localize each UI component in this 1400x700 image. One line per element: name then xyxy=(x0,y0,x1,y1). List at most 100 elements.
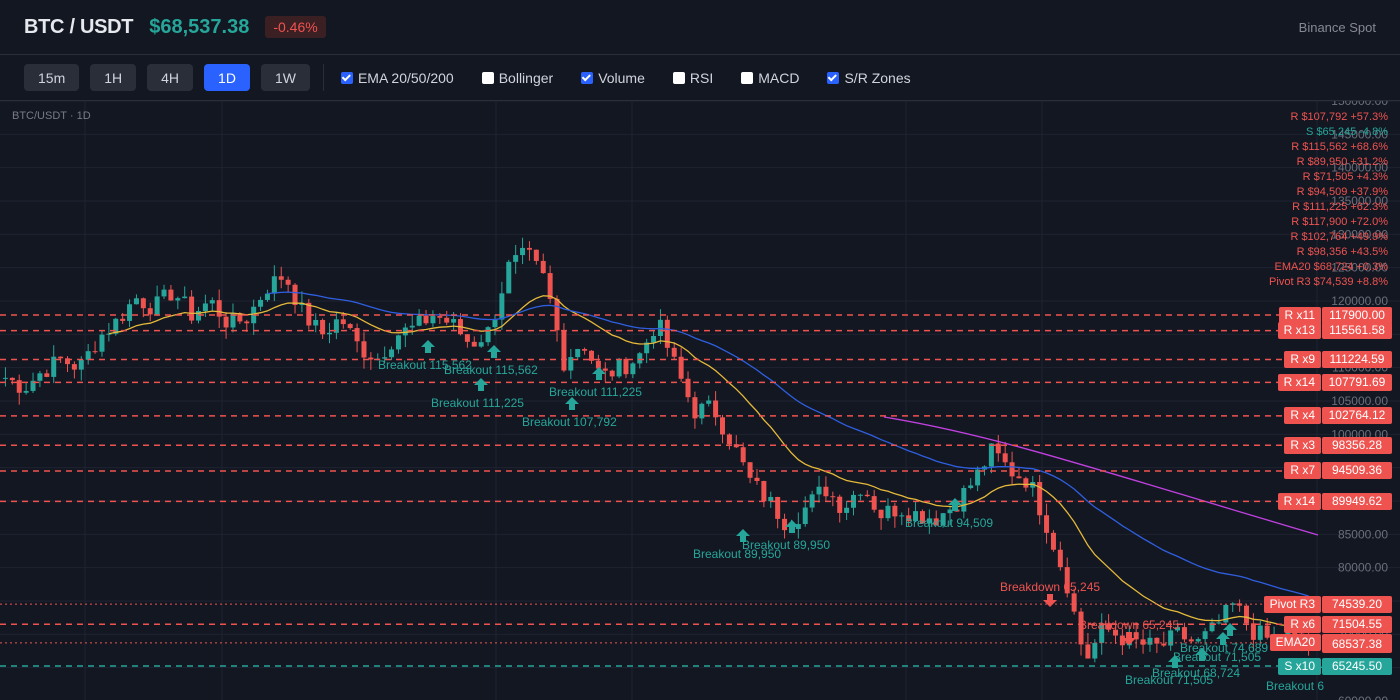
price-level-value: 98356.28 xyxy=(1322,436,1392,454)
level-label-badge: Pivot R3 xyxy=(1263,595,1321,613)
level-label-badge: S x10 xyxy=(1278,657,1321,675)
timeframe-1d-button[interactable]: 1D xyxy=(204,64,250,91)
sr-zones-toggle-label: S/R Zones xyxy=(844,69,911,86)
svg-text:105000.00: 105000.00 xyxy=(1331,394,1388,408)
level-label-badge: R x11 xyxy=(1278,306,1321,324)
sr-zones-checkbox[interactable] xyxy=(827,71,840,84)
price-level-value: 111224.59 xyxy=(1322,351,1392,368)
level-summary-item: R $117,900 +72.0% xyxy=(1291,216,1388,228)
price-change-badge: -0.46% xyxy=(265,16,326,38)
arrow-up-icon xyxy=(421,340,435,353)
level-label-badge: R x9 xyxy=(1284,351,1321,368)
breakdown-annotation: Breakdown 65,245 xyxy=(1079,618,1180,632)
breakout-annotation: Breakout 107,792 xyxy=(522,415,617,429)
chart-canvas[interactable]: 150000.00 145000.00 140000.00 135000.00 1300… xyxy=(0,101,1400,700)
level-label-badge: R x6 xyxy=(1284,615,1321,633)
arrow-up-icon xyxy=(1223,623,1237,636)
volume-toggle[interactable]: Volume xyxy=(581,70,645,86)
price-level-value: 102764.12 xyxy=(1322,407,1392,425)
level-summary-item: R $89,950 +31.2% xyxy=(1296,156,1388,168)
ema-checkbox[interactable] xyxy=(340,71,353,84)
arrow-up-icon xyxy=(1168,655,1182,668)
breakout-annotation: Breakout 74,689 xyxy=(1180,641,1269,655)
breakout-annotation: Breakout 71,505 xyxy=(1173,650,1262,664)
sr-zones-toggle[interactable]: S/R Zones xyxy=(827,69,911,86)
level-label-badge: R x7 xyxy=(1284,462,1321,480)
arrow-up-icon xyxy=(1195,648,1209,661)
bollinger-toggle-label: Bollinger xyxy=(498,69,554,86)
level-summary-item: R $107,792 +57.3% xyxy=(1290,111,1388,123)
arrow-up-icon xyxy=(487,345,501,358)
timeframe-4h-button[interactable]: 4H xyxy=(147,64,194,91)
toolbar: 15m 1H 4H 1D 1W EMA 20/50/200 Bollinger … xyxy=(0,55,1400,101)
price-level-value: 115561.58 xyxy=(1322,322,1392,340)
arrow-up-icon xyxy=(736,529,750,542)
level-summary-item: R $111,225 +62.3% xyxy=(1292,201,1388,213)
breakout-annotation: Breakout 71,505 xyxy=(1125,673,1214,687)
svg-text:60000.00: 60000.00 xyxy=(1338,694,1388,700)
svg-text:150000.00: 150000.00 xyxy=(1331,101,1388,108)
svg-text:130000.00: 130000.00 xyxy=(1331,227,1388,241)
level-summary-item: R $102,764 +49.9% xyxy=(1290,231,1388,243)
breakdown-annotation: Breakdown 65,245 xyxy=(1000,580,1101,594)
level-summary-item: S $65,245 -4.8% xyxy=(1306,126,1388,138)
arrow-down-icon xyxy=(1043,594,1057,607)
ema-toggle-label: EMA 20/50/200 xyxy=(357,69,454,86)
breakout-annotation: Breakout 115,562 xyxy=(378,358,472,372)
price-level-value: 74539.20 xyxy=(1322,595,1392,613)
header: BTC / USDT $68,537.38 -0.46% Binance Spo… xyxy=(0,0,1400,55)
level-summary-item: R $94,509 +37.9% xyxy=(1296,186,1388,198)
volume-toggle-label: Volume xyxy=(598,69,645,86)
level-label-badge: R x14 xyxy=(1277,492,1321,510)
price-level-value: 89949.62 xyxy=(1322,492,1392,510)
timeframe-15m-button[interactable]: 15m xyxy=(24,64,80,91)
level-label-badge: EMA20 xyxy=(1269,634,1321,652)
breakout-annotation: Breakout 111,225 xyxy=(549,385,642,399)
price-level-value: 68537.38 xyxy=(1322,635,1392,653)
level-label-badge: R x4 xyxy=(1284,407,1321,425)
rsi-checkbox[interactable] xyxy=(672,71,685,84)
level-label-badge: R x14 xyxy=(1277,373,1321,391)
svg-text:135000.00: 135000.00 xyxy=(1331,194,1388,208)
arrow-up-icon xyxy=(1216,632,1230,645)
macd-checkbox[interactable] xyxy=(741,71,754,84)
breakout-annotation: Breakout 6 xyxy=(1266,679,1325,693)
arrow-up-icon xyxy=(785,520,799,533)
price-chart[interactable]: 150000.00 145000.00 140000.00 135000.00 1300… xyxy=(0,101,1400,700)
level-summary-item: R $71,505 +4.3% xyxy=(1302,171,1388,183)
breakout-annotation: Breakout 89,950 xyxy=(742,538,831,552)
symbol-title: BTC / USDT xyxy=(24,15,134,38)
arrow-up-icon xyxy=(592,367,606,380)
breakout-annotation: Breakout 89,950 xyxy=(693,547,782,561)
bollinger-toggle[interactable]: Bollinger xyxy=(481,69,554,86)
price-level-value: 65245.50 xyxy=(1322,657,1392,675)
breakout-annotation: Breakout 94,509 xyxy=(905,516,994,530)
svg-text:80000.00: 80000.00 xyxy=(1338,561,1388,575)
svg-text:140000.00: 140000.00 xyxy=(1331,161,1388,175)
chart-title: BTC/USDT · 1D xyxy=(12,110,91,122)
rsi-toggle[interactable]: RSI xyxy=(672,69,714,86)
svg-text:120000.00: 120000.00 xyxy=(1331,294,1388,308)
timeframe-1w-button[interactable]: 1W xyxy=(260,64,310,91)
timeframe-1h-button[interactable]: 1H xyxy=(90,64,137,91)
svg-text:85000.00: 85000.00 xyxy=(1338,527,1388,541)
level-summary-item: R $115,562 +68.6% xyxy=(1291,141,1388,153)
price-level-value: 71504.55 xyxy=(1322,615,1392,633)
volume-checkbox[interactable] xyxy=(581,71,594,84)
macd-toggle[interactable]: MACD xyxy=(741,70,799,86)
price-level-value: 94509.36 xyxy=(1322,462,1392,480)
level-label-badge: R x13 xyxy=(1277,322,1321,340)
rsi-toggle-label: RSI xyxy=(689,69,714,86)
svg-text:125000.00: 125000.00 xyxy=(1331,261,1388,275)
breakout-annotation: Breakout 68,724 xyxy=(1152,666,1241,680)
level-summary-item: R $98,356 +43.5% xyxy=(1296,246,1388,258)
exchange-label: Binance Spot xyxy=(1298,19,1376,35)
ema-toggle[interactable]: EMA 20/50/200 xyxy=(340,69,454,86)
breakout-annotation: Breakout 115,562 xyxy=(444,363,538,377)
macd-toggle-label: MACD xyxy=(758,69,800,86)
arrow-down-icon xyxy=(1122,632,1136,645)
level-label-badge: R x3 xyxy=(1284,436,1321,454)
bollinger-checkbox[interactable] xyxy=(481,71,494,84)
arrow-up-icon xyxy=(948,498,962,511)
price-level-value: 107791.69 xyxy=(1322,373,1392,391)
